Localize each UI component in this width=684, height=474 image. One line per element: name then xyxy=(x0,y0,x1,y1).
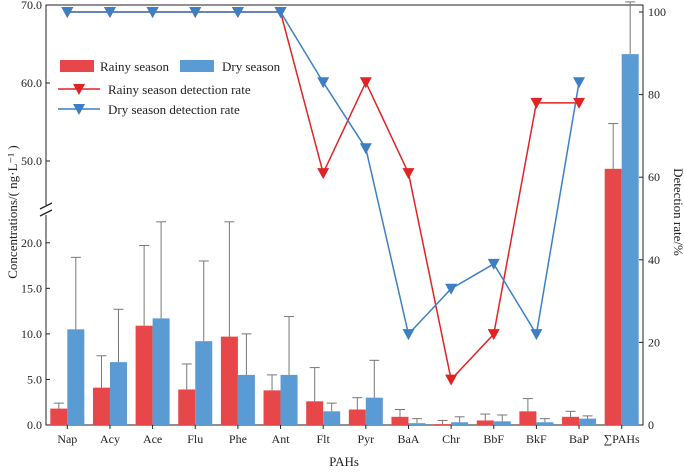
marker-rainy-season-detection-rate-9 xyxy=(445,374,458,386)
bar-rainy-season-4 xyxy=(220,336,238,425)
x-tick-label: Acy xyxy=(100,432,120,446)
marker-rainy-season-detection-rate-10 xyxy=(487,329,500,341)
y-left-tick-label: 10.0 xyxy=(21,327,42,341)
legend-marker-rainy-detection xyxy=(73,84,85,95)
x-tick-label: BkF xyxy=(526,432,547,446)
marker-dry-season-detection-rate-9 xyxy=(445,283,458,295)
legend-label-rainy-season: Rainy season xyxy=(100,59,169,74)
legend-swatch-dry-season xyxy=(180,60,214,72)
legend-label-dry-season: Dry season xyxy=(222,59,281,74)
y-left-tick-label: 5.0 xyxy=(27,372,42,386)
bar-rainy-season-12 xyxy=(562,416,580,425)
bar-rainy-season-3 xyxy=(178,389,196,425)
x-tick-label: BaA xyxy=(397,432,419,446)
bar-dry-season-7 xyxy=(365,397,383,425)
y-right-tick-label: 80 xyxy=(648,88,660,102)
marker-dry-season-detection-rate-8 xyxy=(402,329,415,341)
x-tick-label: BbF xyxy=(483,432,504,446)
x-tick-label: Flt xyxy=(317,432,331,446)
bar-dry-season-5 xyxy=(280,374,298,425)
y-left-tick-label: 0.0 xyxy=(27,418,42,432)
bar-rainy-season-11 xyxy=(519,411,537,425)
bar-rainy-season-10 xyxy=(476,420,494,425)
x-tick-label: Chr xyxy=(442,432,460,446)
bar-dry-season-1 xyxy=(109,362,127,425)
marker-rainy-season-detection-rate-7 xyxy=(359,77,372,89)
y-axis-right-title: Detection rate/% xyxy=(671,168,684,256)
y-left-upper-tick-label: 70.0 xyxy=(21,0,42,12)
marker-dry-season-detection-rate-12 xyxy=(573,77,586,89)
x-tick-label: Nap xyxy=(57,432,77,446)
marker-dry-season-detection-rate-3 xyxy=(189,7,202,18)
x-tick-label: ∑PAHs xyxy=(604,432,640,446)
marker-rainy-season-detection-rate-6 xyxy=(317,168,330,180)
marker-dry-season-detection-rate-7 xyxy=(359,143,372,155)
x-tick-label: Phe xyxy=(229,432,247,446)
marker-dry-season-detection-rate-0 xyxy=(61,7,74,18)
marker-dry-season-detection-rate-5 xyxy=(274,7,287,18)
legend-marker-dry-detection xyxy=(73,104,85,115)
bar-rainy-season-6 xyxy=(306,401,324,425)
legend-label-dry-detection: Dry season detection rate xyxy=(108,102,240,117)
bar-dry-season-13 xyxy=(621,54,639,425)
marker-dry-season-detection-rate-1 xyxy=(103,7,116,18)
y-right-tick-label: 0 xyxy=(648,418,654,432)
x-tick-label: Ace xyxy=(143,432,162,446)
axis-break-mark xyxy=(39,209,53,217)
bar-rainy-season-0 xyxy=(50,408,68,425)
bar-rainy-season-2 xyxy=(135,325,153,425)
bar-dry-season-2 xyxy=(152,318,170,425)
y-right-tick-label: 60 xyxy=(648,170,660,184)
bar-rainy-season-1 xyxy=(92,387,110,425)
x-axis-title: PAHs xyxy=(329,454,359,469)
bar-dry-season-6 xyxy=(323,411,341,425)
marker-dry-season-detection-rate-4 xyxy=(231,7,244,18)
legend-label-rainy-detection: Rainy season detection rate xyxy=(108,82,251,97)
marker-dry-season-detection-rate-11 xyxy=(530,329,543,341)
y-axis-left-title: Concentrations/( ng·L⁻¹ ) xyxy=(5,145,20,279)
bar-rainy-season-5 xyxy=(263,390,281,425)
x-tick-label: BaP xyxy=(569,432,589,446)
x-tick-label: Flu xyxy=(187,432,203,446)
bar-dry-season-8 xyxy=(408,423,426,425)
bar-dry-season-3 xyxy=(195,341,213,425)
bar-dry-season-0 xyxy=(67,329,85,425)
bar-dry-season-12 xyxy=(579,418,597,425)
marker-dry-season-detection-rate-10 xyxy=(487,258,500,270)
y-left-tick-label: 20.0 xyxy=(21,236,42,250)
x-tick-label: Ant xyxy=(272,432,291,446)
y-left-upper-tick-label: 60.0 xyxy=(21,76,42,90)
y-right-tick-label: 20 xyxy=(648,335,660,349)
legend-swatch-rainy-season xyxy=(60,60,94,72)
bar-dry-season-9 xyxy=(451,422,469,425)
marker-dry-season-detection-rate-6 xyxy=(317,77,330,89)
axis-break-mark xyxy=(39,202,53,210)
x-tick-label: Pyr xyxy=(357,432,374,446)
marker-dry-season-detection-rate-2 xyxy=(146,7,159,18)
axis-break-gap xyxy=(40,205,52,215)
bar-dry-season-11 xyxy=(536,422,554,425)
y-left-upper-tick-label: 50.0 xyxy=(21,154,42,168)
bar-rainy-season-8 xyxy=(391,416,409,425)
y-left-tick-label: 15.0 xyxy=(21,281,42,295)
marker-rainy-season-detection-rate-12 xyxy=(573,97,586,109)
marker-rainy-season-detection-rate-11 xyxy=(530,97,543,109)
bar-rainy-season-9 xyxy=(434,424,452,425)
bar-rainy-season-13 xyxy=(604,168,622,426)
marker-rainy-season-detection-rate-8 xyxy=(402,168,415,180)
bar-dry-season-10 xyxy=(493,421,511,425)
y-right-tick-label: 40 xyxy=(648,253,660,267)
y-right-tick-label: 100 xyxy=(648,5,666,19)
bar-rainy-season-7 xyxy=(348,409,366,425)
bar-dry-season-4 xyxy=(237,374,255,425)
